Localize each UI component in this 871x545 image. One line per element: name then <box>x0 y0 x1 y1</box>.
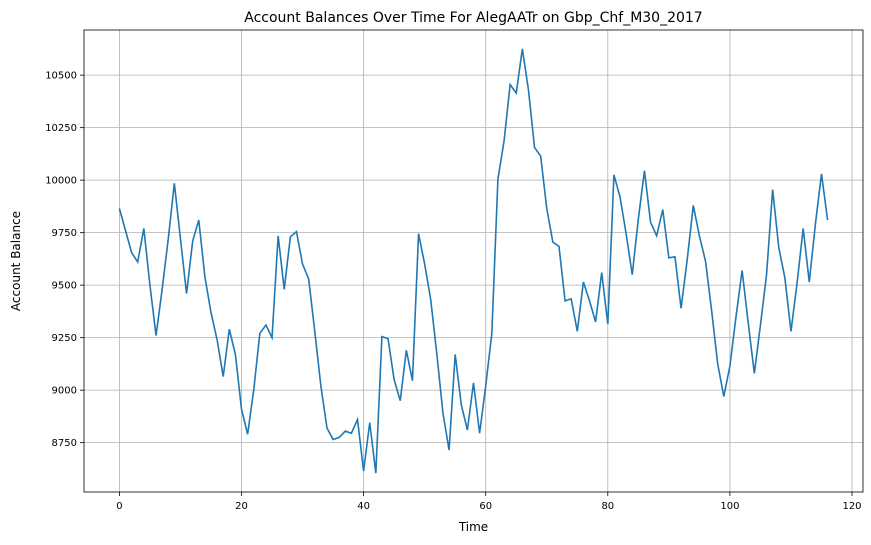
y-tick-label: 9500 <box>52 281 77 292</box>
x-tick-label: 0 <box>116 501 122 512</box>
x-tick-label: 80 <box>601 501 614 512</box>
y-tick-label: 9250 <box>52 333 77 344</box>
x-tick-label: 20 <box>235 501 248 512</box>
y-tick-label: 10500 <box>45 71 77 82</box>
x-tick-label: 40 <box>357 501 370 512</box>
y-tick-label: 9000 <box>52 386 77 397</box>
y-tick-label: 8750 <box>52 438 77 449</box>
series-line <box>118 48 829 474</box>
grid-x <box>119 30 853 492</box>
plot-frame <box>83 29 864 493</box>
y-tick-label: 10250 <box>45 123 77 134</box>
x-tick-label: 100 <box>720 501 739 512</box>
y-tick-label: 9750 <box>52 228 77 239</box>
y-tick-label: 10000 <box>45 176 77 187</box>
x-tick-label: 120 <box>842 501 861 512</box>
x-tick-label: 60 <box>479 501 492 512</box>
y-axis-label: Account Balance <box>9 211 23 311</box>
x-axis-ticks: 0 20 40 60 80 100 120 <box>116 492 862 512</box>
y-axis-ticks: 8750 9000 9250 9500 9750 10000 10250 10500 <box>45 71 84 449</box>
chart-title: Account Balances Over Time For AlegAATr … <box>244 10 702 26</box>
x-axis-label: Time <box>458 520 488 534</box>
